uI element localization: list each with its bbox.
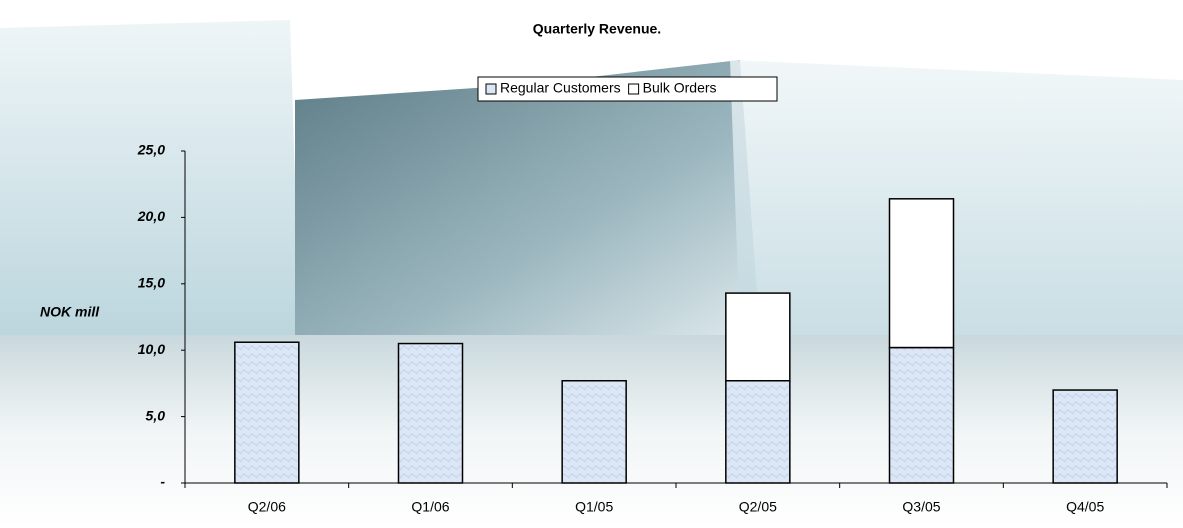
- bar-segment: [890, 348, 954, 483]
- x-tick-label: Q1/05: [575, 499, 613, 515]
- legend-swatch: [629, 84, 639, 94]
- legend-swatch: [486, 84, 496, 94]
- x-tick-label: Q3/05: [902, 499, 940, 515]
- y-tick-label: 25,0: [137, 142, 165, 158]
- y-tick-label: 20,0: [137, 208, 165, 224]
- y-tick-label: 5,0: [146, 407, 166, 423]
- x-tick-label: Q2/06: [248, 499, 286, 515]
- x-tick-label: Q1/06: [411, 499, 449, 515]
- legend-label: Bulk Orders: [643, 80, 717, 96]
- bar-segment: [890, 199, 954, 348]
- bar-segment: [399, 344, 463, 483]
- bar-segment: [562, 381, 626, 483]
- x-tick-label: Q4/05: [1066, 499, 1104, 515]
- chart: Quarterly Revenue. NOK mill - 5,0 10,0 15,0…: [0, 0, 1183, 528]
- y-tick-label: 10,0: [138, 341, 165, 357]
- y-tick-label: -: [160, 474, 165, 490]
- bar-segment: [235, 342, 299, 483]
- bar-segment: [726, 381, 790, 483]
- y-tick-label: 15,0: [138, 275, 165, 291]
- x-tick-label: Q2/05: [739, 499, 777, 515]
- bar-segment: [726, 293, 790, 381]
- y-axis-label: NOK mill: [40, 304, 100, 320]
- legend-label: Regular Customers: [500, 80, 621, 96]
- chart-title: Quarterly Revenue.: [533, 21, 661, 37]
- bar-segment: [1053, 390, 1117, 483]
